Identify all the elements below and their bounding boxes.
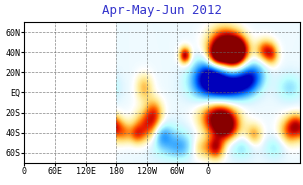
- Title: Apr-May-Jun 2012: Apr-May-Jun 2012: [102, 4, 222, 17]
